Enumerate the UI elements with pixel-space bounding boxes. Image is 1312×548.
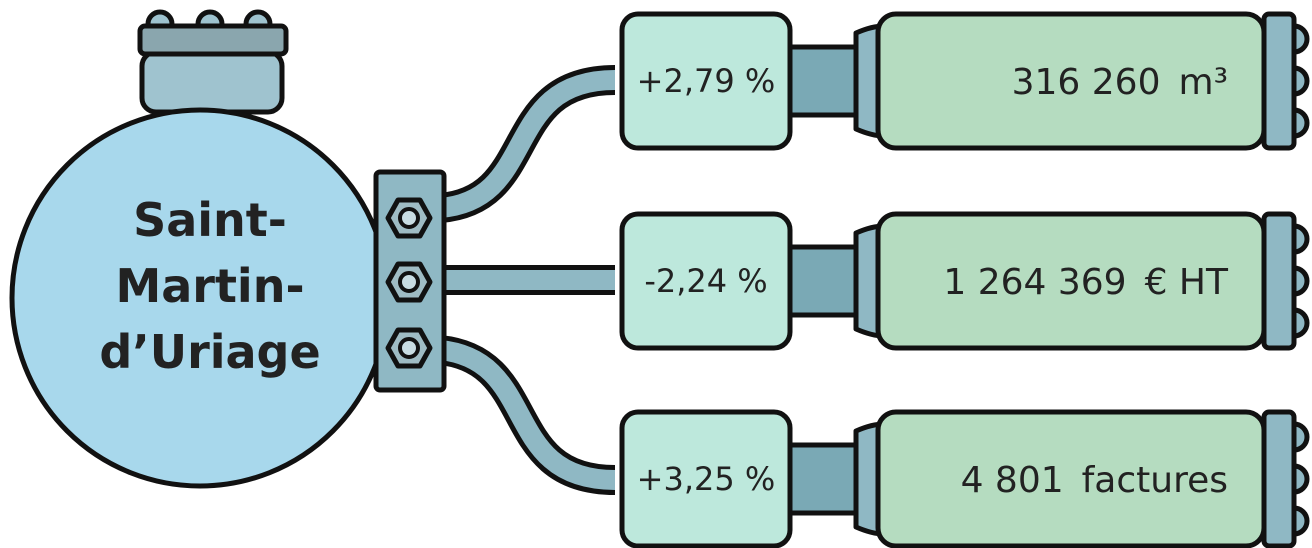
change: +3,25 % [637, 460, 776, 498]
rows: +2,79 % 316 260 m³ -2,24 % 1 264 369 € HT +3,2… [622, 14, 1307, 546]
change: +2,79 % [637, 62, 776, 100]
pipes [440, 80, 615, 480]
title-line: Saint- [133, 193, 287, 247]
connector [786, 47, 856, 115]
connector [786, 445, 856, 513]
tank [12, 12, 444, 486]
diagram: Saint- Martin- d’Uriage +2,79 % 316 260 m³… [0, 0, 1312, 548]
end-cap [1264, 214, 1294, 348]
title-line: d’Uriage [99, 325, 320, 379]
unit: factures [1082, 460, 1228, 501]
row: +3,25 % 4 801 factures [622, 412, 1307, 546]
connector [786, 247, 856, 315]
unit: € HT [1145, 262, 1229, 303]
change: -2,24 % [644, 262, 767, 300]
row: +2,79 % 316 260 m³ [622, 14, 1307, 148]
value: 4 801 [961, 460, 1064, 501]
title-line: Martin- [115, 259, 304, 313]
end-cap [1264, 412, 1294, 546]
value-text: 4 801 factures [961, 460, 1228, 501]
end-cap [1264, 14, 1294, 148]
value-text: 1 264 369 € HT [943, 262, 1229, 303]
unit: m³ [1179, 62, 1229, 103]
value: 1 264 369 [943, 262, 1126, 303]
row: -2,24 % 1 264 369 € HT [622, 214, 1307, 348]
value-text: 316 260 m³ [1012, 62, 1228, 103]
value: 316 260 [1012, 62, 1161, 103]
